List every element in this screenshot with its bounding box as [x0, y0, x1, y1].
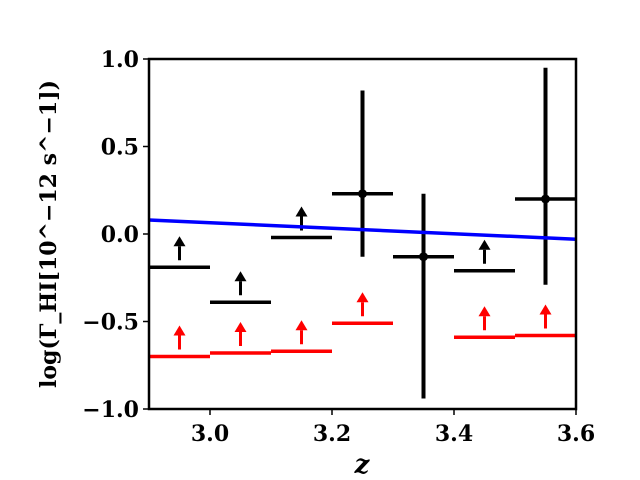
x-tick-label-1: 3.0 — [191, 421, 229, 447]
red-lower-limit-6-arrow — [539, 304, 552, 329]
black-lower-limit-1-arrow — [173, 236, 186, 261]
black-lower-limit-4-arrow — [478, 239, 491, 264]
black-lower-limit-3-arrow-head — [295, 206, 308, 217]
y-tick-label-1: −1.0 — [82, 397, 139, 423]
model-line — [148, 218, 577, 241]
red-lower-limit-5-arrow — [478, 306, 491, 331]
red-lower-limit-5-arrow-head — [478, 306, 491, 317]
y-tick-label-5: 1.0 — [101, 47, 139, 73]
black-lower-limit-2-arrow-head — [234, 271, 247, 282]
y-tick-label-2: −0.5 — [82, 310, 139, 336]
red-lower-limit-6-arrow-head — [539, 304, 552, 315]
black-measurement-2-marker — [419, 252, 428, 262]
black-lower-limit-2-arrow — [234, 271, 247, 296]
red-lower-limit-2-arrow-head — [234, 322, 247, 332]
plot-area — [148, 67, 577, 399]
x-tick-label-2: 3.2 — [313, 421, 351, 447]
y-tick-label-4: 0.5 — [101, 135, 139, 161]
x-tick-label-4: 3.6 — [557, 421, 595, 447]
x-axis-label: z — [354, 450, 371, 480]
axis-ticks: 3.0 3.2 3.4 3.6 −1.0 −0.5 0.0 0.5 1.0 — [82, 47, 595, 447]
black-measurement-3-marker — [541, 194, 550, 204]
black-lower-limit-1-arrow-head — [173, 236, 186, 247]
x-tick-label-3: 3.4 — [435, 421, 473, 447]
red-lower-limit-2-arrow — [234, 322, 247, 346]
black-lower-limit-4-arrow-head — [478, 239, 491, 250]
red-lower-limit-4-arrow — [356, 292, 369, 317]
red-lower-limit-1-arrow — [173, 325, 186, 350]
red-lower-limit-3-arrow-head — [295, 320, 308, 331]
red-lower-limit-3-arrow — [295, 320, 308, 345]
y-tick-label-3: 0.0 — [101, 222, 139, 248]
black-measurement-1-marker — [358, 189, 367, 199]
red-lower-limit-4-arrow-head — [356, 292, 369, 303]
y-axis-label: log(Γ_HI[10^−12 s^−1]) — [36, 80, 62, 388]
red-lower-limit-1-arrow-head — [173, 325, 186, 336]
